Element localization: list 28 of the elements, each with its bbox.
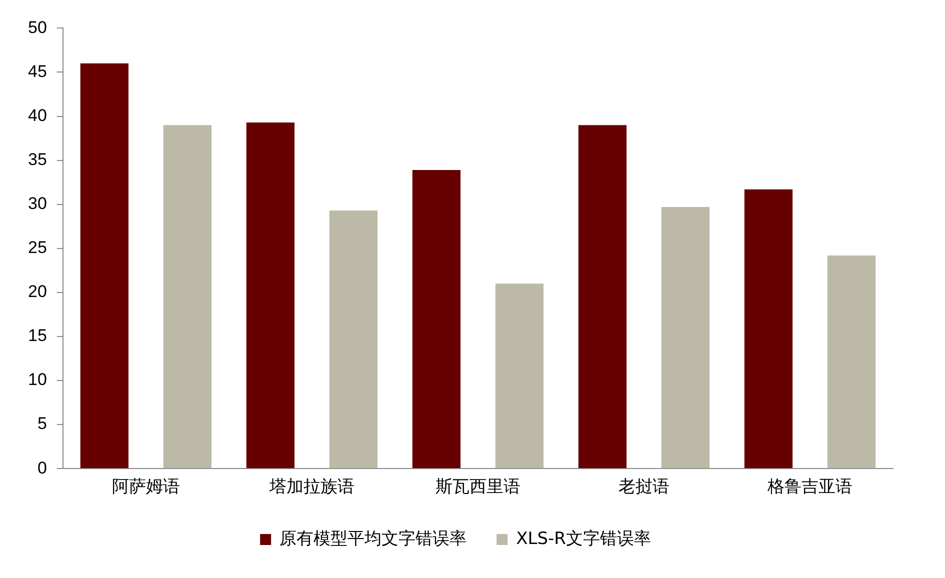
bar <box>412 170 461 468</box>
y-tick-label: 10 <box>28 370 47 390</box>
bar <box>329 210 378 468</box>
y-tick-label: 25 <box>28 238 47 258</box>
x-tick-label: 老挝语 <box>618 477 670 498</box>
bar <box>827 255 876 468</box>
y-tick-label: 40 <box>28 106 47 125</box>
bar <box>163 125 212 468</box>
bar <box>661 207 710 468</box>
y-tick-label: 35 <box>28 150 47 170</box>
y-tick-label: 30 <box>28 194 47 214</box>
x-tick-label: 格鲁吉亚语 <box>766 477 852 498</box>
y-tick-label: 5 <box>37 414 47 434</box>
bar <box>495 284 544 468</box>
legend-label: 原有模型平均文字错误率 <box>280 528 467 549</box>
bar <box>744 189 793 468</box>
y-tick-label: 45 <box>28 62 47 81</box>
x-tick-label: 斯瓦西里语 <box>435 477 520 498</box>
bar <box>80 63 128 468</box>
legend-label: XLS-R文字错误率 <box>516 528 651 549</box>
bar <box>578 125 627 468</box>
bar <box>246 122 295 468</box>
x-tick-label: 塔加拉族语 <box>268 477 354 498</box>
x-tick-label: 阿萨姆语 <box>112 477 180 498</box>
y-tick-label: 50 <box>28 18 47 37</box>
y-tick-label: 0 <box>37 458 47 478</box>
y-tick-label: 20 <box>28 282 47 302</box>
y-tick-label: 15 <box>28 326 47 346</box>
